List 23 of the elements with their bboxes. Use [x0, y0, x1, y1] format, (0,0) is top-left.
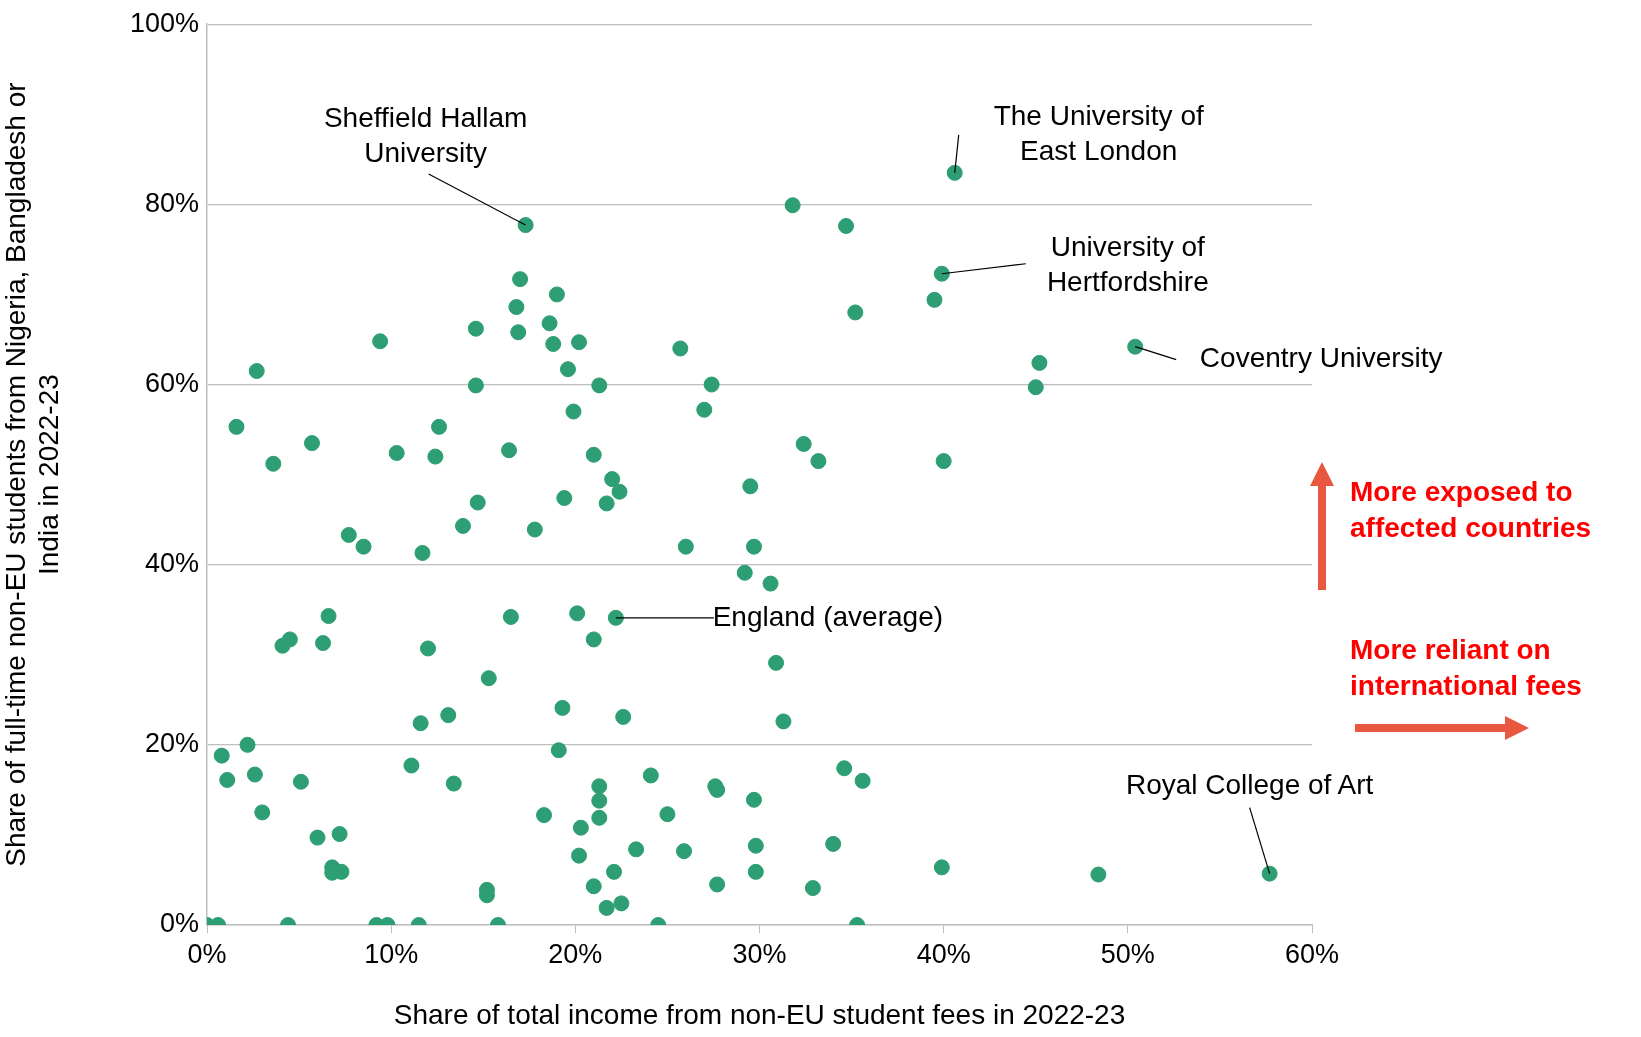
x-tick-label: 40%	[916, 938, 971, 969]
x-axis-title: Share of total income from non-EU student fees in 2022-23	[393, 998, 1126, 1030]
annotation: University of Hertfordshire	[1046, 230, 1209, 297]
x-tick-label: 0%	[187, 938, 227, 969]
y-tick-label: 100%	[129, 7, 199, 38]
y-tick-label: 80%	[144, 187, 199, 218]
y-tick-label: 60%	[144, 367, 199, 398]
x-tick-label: 10%	[364, 938, 419, 969]
annotation: Coventry University	[1199, 342, 1443, 374]
x-tick-label: 30%	[732, 938, 787, 969]
y-tick-label: 0%	[159, 908, 199, 939]
x-tick-label: 50%	[1100, 938, 1155, 969]
text: More reliant on international fees	[1350, 633, 1583, 703]
annotation: The University of East London	[993, 100, 1204, 167]
annotation: Royal College of Art	[1125, 769, 1374, 801]
annotation: Sheffield Hallam University	[323, 102, 528, 169]
y-tick-label: 40%	[144, 548, 199, 579]
x-tick-label: 60%	[1284, 938, 1340, 969]
x-tick-label: 20%	[548, 938, 603, 969]
annotation: England (average)	[712, 600, 944, 632]
y-axis-title: Share of full-time non-EU students from Nigeria, Bangladesh or India in 2022-23	[0, 82, 65, 867]
y-tick-label: 20%	[144, 728, 199, 759]
text: More exposed to affected countries	[1350, 475, 1593, 545]
